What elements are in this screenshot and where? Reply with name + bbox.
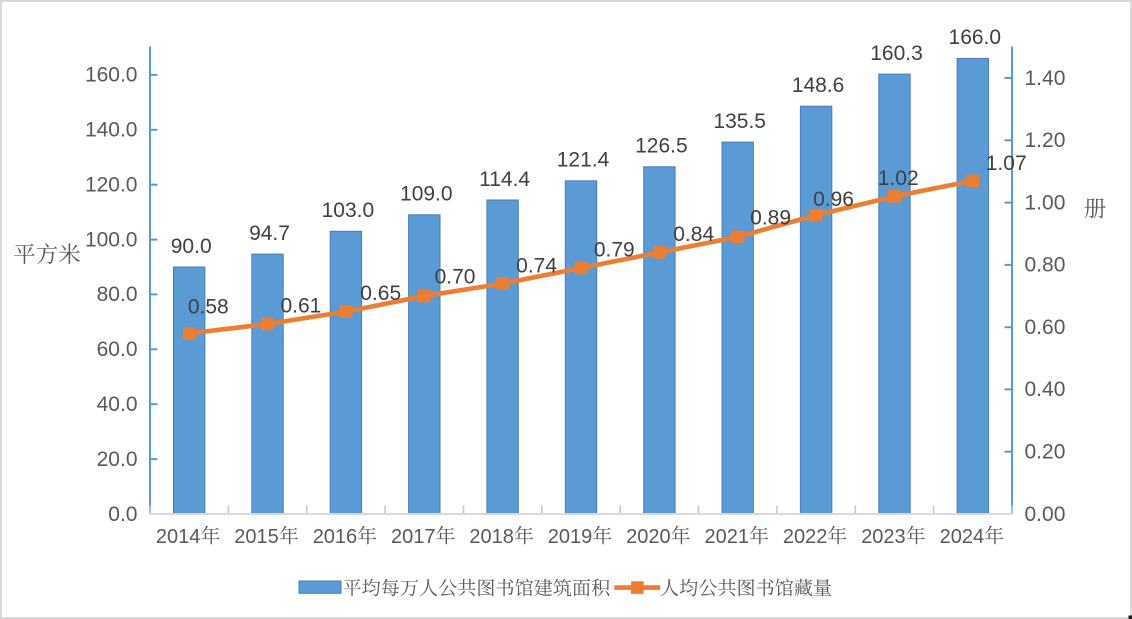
svg-text:0.61: 0.61 [280, 295, 321, 318]
svg-text:2018: 2018 [469, 526, 514, 548]
svg-text:0.20: 0.20 [1025, 441, 1066, 464]
svg-text:0.96: 0.96 [813, 188, 854, 211]
svg-text:1.00: 1.00 [1025, 191, 1066, 214]
svg-text:166.0: 166.0 [949, 26, 1002, 49]
svg-text:0.89: 0.89 [750, 206, 791, 229]
svg-text:2016: 2016 [313, 526, 358, 548]
svg-text:0.00: 0.00 [1025, 503, 1066, 526]
svg-text:160.0: 160.0 [85, 64, 138, 87]
svg-text:94.7: 94.7 [249, 222, 290, 245]
svg-text:100.0: 100.0 [85, 228, 138, 251]
svg-text:0.79: 0.79 [594, 239, 635, 262]
svg-text:114.4: 114.4 [479, 168, 530, 191]
svg-text:2024: 2024 [940, 526, 985, 548]
svg-text:120.0: 120.0 [85, 174, 138, 197]
svg-text:103.0: 103.0 [322, 199, 375, 222]
svg-text:0.84: 0.84 [673, 223, 714, 246]
svg-text:80.0: 80.0 [97, 283, 138, 306]
svg-text:160.3: 160.3 [870, 42, 923, 65]
svg-text:1.20: 1.20 [1025, 129, 1066, 152]
svg-text:126.5: 126.5 [635, 135, 688, 158]
svg-text:0.58: 0.58 [188, 295, 229, 318]
svg-text:2020: 2020 [626, 526, 671, 548]
svg-text:2014: 2014 [156, 526, 201, 548]
svg-text:140.0: 140.0 [85, 119, 138, 142]
svg-text:20.0: 20.0 [97, 448, 138, 471]
svg-text:2019: 2019 [548, 526, 593, 548]
svg-text:1.40: 1.40 [1025, 67, 1066, 90]
svg-text:2022: 2022 [783, 526, 828, 548]
svg-text:60.0: 60.0 [97, 338, 138, 361]
svg-text:2017: 2017 [391, 526, 436, 548]
svg-text:109.0: 109.0 [400, 183, 453, 206]
svg-text:0.60: 0.60 [1025, 316, 1066, 339]
svg-text:135.5: 135.5 [713, 110, 766, 133]
svg-text:2023: 2023 [861, 526, 906, 548]
svg-text:1.02: 1.02 [878, 167, 919, 190]
svg-text:121.4: 121.4 [557, 149, 610, 172]
svg-text:0.0: 0.0 [108, 503, 137, 526]
svg-text:40.0: 40.0 [97, 393, 138, 416]
svg-text:0.70: 0.70 [435, 266, 476, 289]
svg-text:0.40: 0.40 [1025, 378, 1066, 401]
svg-text:1.07: 1.07 [986, 152, 1027, 175]
svg-text:90.0: 90.0 [171, 235, 212, 258]
svg-text:2015: 2015 [234, 526, 278, 548]
svg-text:148.6: 148.6 [792, 74, 845, 97]
svg-text:0.80: 0.80 [1025, 254, 1066, 277]
svg-text:2021: 2021 [705, 526, 750, 548]
svg-text:0.65: 0.65 [360, 282, 401, 305]
svg-text:0.74: 0.74 [516, 254, 557, 277]
